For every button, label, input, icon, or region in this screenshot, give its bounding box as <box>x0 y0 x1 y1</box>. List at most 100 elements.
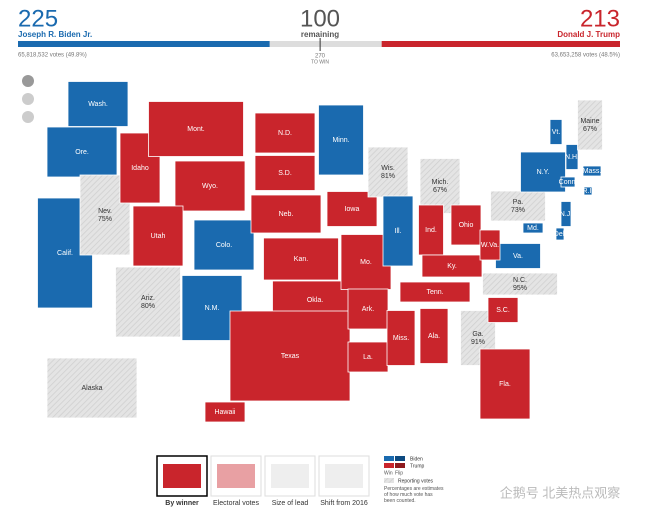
biden-name: Joseph R. Biden Jr. <box>18 30 92 39</box>
state-label: Fla. <box>499 381 511 388</box>
state-label: La. <box>363 354 373 361</box>
state-label: Ky. <box>447 263 457 270</box>
state-shape <box>450 204 482 246</box>
state-shape <box>482 272 558 296</box>
view-label[interactable]: Shift from 2016 <box>320 500 368 507</box>
state-label: N.C. <box>513 277 527 284</box>
state-label: Mass. <box>583 168 602 175</box>
state-label: Mo. <box>360 259 372 266</box>
state-shape <box>386 310 416 366</box>
state-shape <box>495 243 541 269</box>
state-label: N.Y. <box>537 169 550 176</box>
state-shape <box>479 348 531 420</box>
zoom-controls <box>22 75 34 123</box>
state-label: Ariz. <box>141 295 155 302</box>
state-shape <box>46 357 138 419</box>
state-label: Mont. <box>187 126 205 133</box>
state-label: Neb. <box>279 211 294 218</box>
state-shape <box>250 194 322 234</box>
state-reporting: 75% <box>98 216 112 223</box>
state-label: Del. <box>554 231 567 238</box>
state-label: Calif. <box>57 250 73 257</box>
state-reporting: 67% <box>583 126 597 133</box>
state-shape <box>148 101 244 157</box>
reset[interactable] <box>22 111 34 123</box>
state-label: Ill. <box>395 228 402 235</box>
state-reporting: 80% <box>141 303 155 310</box>
state-shape <box>419 308 449 364</box>
state-shape <box>263 237 339 281</box>
biden-popular: 65,818,532 votes (49.8%) <box>18 53 87 59</box>
state-label: Ga. <box>472 331 483 338</box>
thumb-fill <box>163 464 201 488</box>
state-shape <box>67 81 129 127</box>
state-label: Ala. <box>428 333 440 340</box>
state-label: N.J. <box>560 211 573 218</box>
state-shape <box>560 176 576 188</box>
state-label: N.M. <box>205 305 220 312</box>
legend-trump: Trump <box>410 463 424 469</box>
trump-name: Donald J. Trump <box>557 30 620 39</box>
view-label[interactable]: Electoral votes <box>213 500 259 507</box>
zoom-out[interactable] <box>22 93 34 105</box>
state-label: Wash. <box>88 101 108 108</box>
state-label: Pa. <box>513 199 524 206</box>
view-label[interactable]: Size of lead <box>272 500 309 507</box>
state-shape <box>367 146 409 198</box>
state-shape <box>382 195 414 267</box>
remaining-bar <box>269 41 382 47</box>
state-shape <box>487 297 519 323</box>
trump-popular: 63,653,258 votes (48.5%) <box>551 53 620 59</box>
legend-flip: Flip <box>395 470 403 476</box>
state-shape <box>479 229 501 261</box>
state-label: Md. <box>527 225 539 232</box>
state-shape <box>555 227 565 241</box>
state-shape <box>549 119 563 145</box>
state-label: Texas <box>281 353 300 360</box>
legend-biden-win <box>384 456 394 461</box>
thumb-fill <box>271 464 309 488</box>
state-shape <box>46 126 118 178</box>
state-shape <box>583 186 593 196</box>
view-label[interactable]: By winner <box>165 500 199 507</box>
legend-note-box: Percentages are estimates of how much vo… <box>384 486 443 504</box>
state-label: Kan. <box>294 256 308 263</box>
state-shape <box>229 310 351 402</box>
state-shape <box>204 401 246 423</box>
state-reporting: 67% <box>433 187 447 194</box>
state-label: R.I. <box>583 188 594 195</box>
biden-bar <box>18 41 270 47</box>
state-label: Iowa <box>345 206 360 213</box>
state-shape <box>490 190 546 222</box>
view-switcher: By winner Electoral votes Size of lead Shif… <box>156 455 370 507</box>
legend-trump-flip <box>395 463 405 468</box>
state-label: Minn. <box>332 137 349 144</box>
state-label: Va. <box>513 253 523 260</box>
state-shape <box>174 160 246 212</box>
state-label: Wis. <box>381 165 395 172</box>
legend-biden: Biden <box>410 456 423 462</box>
state-label: Conn. <box>559 179 578 186</box>
state-label: W.Va. <box>481 242 499 249</box>
biden-electoral: 225 <box>18 5 58 32</box>
state-reporting: 81% <box>381 173 395 180</box>
state-label: Miss. <box>393 335 409 342</box>
state-shape <box>418 204 444 256</box>
state-label: Mich. <box>432 179 449 186</box>
state-label: Alaska <box>81 385 102 392</box>
state-label: Maine <box>580 118 599 125</box>
state-label: Ark. <box>362 306 375 313</box>
us-map: Wash. Ore. Calif. Nev.75% Idaho Mont. Wyo. Utah… <box>37 81 603 423</box>
state-label: Idaho <box>131 165 149 172</box>
state-shape <box>347 341 389 373</box>
state-shape <box>254 112 316 154</box>
legend-biden-flip <box>395 456 405 461</box>
remaining-count: 100 <box>300 5 340 32</box>
state-shape <box>522 222 544 234</box>
state-reporting: 91% <box>471 339 485 346</box>
state-label: N.H. <box>565 154 579 161</box>
zoom-in[interactable] <box>22 75 34 87</box>
